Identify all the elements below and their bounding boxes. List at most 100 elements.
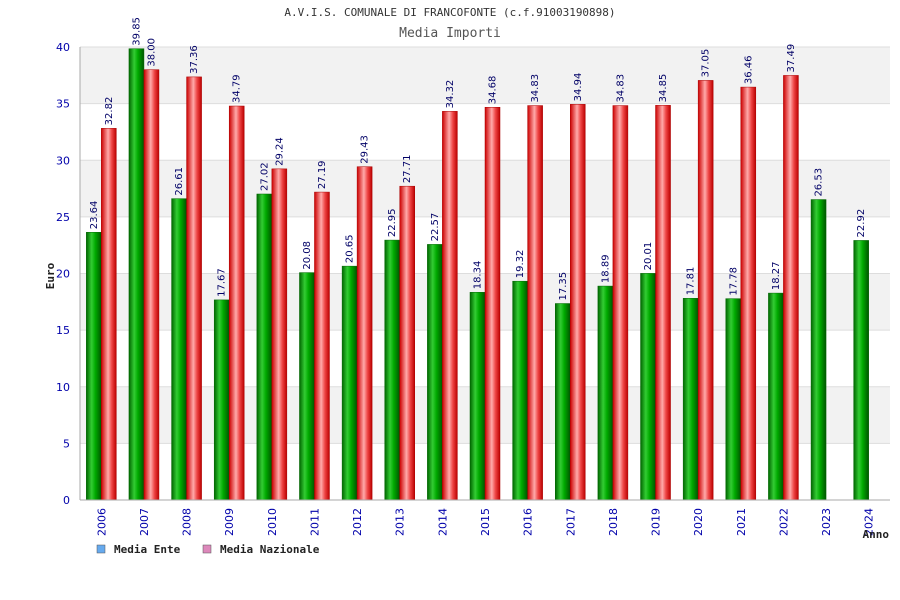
x-tick-label: 2008 <box>181 508 194 536</box>
bar-media-ente <box>427 244 443 501</box>
x-axis-ticks: 2006 2007 2008 2009 2010 2011 2012 2013 2014 2015… <box>95 508 875 536</box>
y-tick-label: 25 <box>56 211 70 224</box>
data-label-media-ente: 17.81 <box>686 267 697 296</box>
legend: Media Ente Media Nazionale <box>96 543 320 556</box>
data-label-media-ente: 22.57 <box>430 213 441 242</box>
bar-media-ente <box>512 280 528 501</box>
data-label-media-ente: 22.95 <box>387 208 398 237</box>
data-label-media-ente: 17.67 <box>217 268 228 297</box>
bar-media-ente <box>384 239 400 501</box>
y-tick-label: 35 <box>56 98 70 111</box>
bar-media-ente <box>171 198 187 501</box>
bar-media-ente <box>853 240 869 501</box>
x-tick-label: 2013 <box>394 508 407 536</box>
bar-media-nazionale <box>783 75 799 501</box>
data-label-media-ente: 20.65 <box>345 234 356 263</box>
bar-media-ente <box>555 303 571 501</box>
data-label-media-ente: 23.64 <box>89 201 100 230</box>
y-axis-ticks: 0 5 10 15 20 25 30 35 40 <box>56 41 70 507</box>
bar-media-nazionale <box>186 76 202 501</box>
x-tick-label: 2020 <box>692 508 705 536</box>
data-label-media-nazionale: 36.46 <box>743 55 754 84</box>
y-tick-label: 20 <box>56 268 70 281</box>
data-label-media-ente: 26.53 <box>814 168 825 197</box>
bar-media-ente <box>682 298 699 501</box>
x-tick-label: 2023 <box>820 508 833 536</box>
bar-media-ente <box>597 285 614 501</box>
data-label-media-nazionale: 37.36 <box>189 45 200 74</box>
data-label-media-nazionale: 34.83 <box>615 74 626 103</box>
chart-subtitle: Media Importi <box>399 26 501 41</box>
bar-media-nazionale <box>740 86 757 501</box>
bar-media-ente <box>299 272 315 501</box>
bar-media-ente <box>469 292 486 501</box>
x-tick-label: 2018 <box>607 508 620 536</box>
data-label-media-nazionale: 34.68 <box>488 76 499 105</box>
x-tick-label: 2022 <box>777 508 790 536</box>
bar-media-nazionale <box>228 105 245 501</box>
data-label-media-nazionale: 32.82 <box>104 97 115 126</box>
chart-title: A.V.I.S. COMUNALE DI FRANCOFONTE (c.f.91… <box>284 6 615 19</box>
data-label-media-ente: 22.92 <box>856 209 867 238</box>
bars: 23.64 32.82 39.85 38.00 26.61 37.36 17.67 34.79… <box>86 17 869 501</box>
data-label-media-ente: 27.02 <box>259 162 270 191</box>
bar-media-nazionale <box>314 191 330 501</box>
data-label-media-ente: 17.35 <box>558 272 569 301</box>
legend-swatch-media-nazionale <box>202 544 212 554</box>
bar-media-ente <box>640 273 656 501</box>
data-label-media-ente: 20.01 <box>643 242 654 271</box>
y-tick-label: 15 <box>56 324 70 337</box>
data-label-media-nazionale: 34.94 <box>573 73 584 102</box>
bar-media-nazionale <box>612 105 629 501</box>
data-label-media-ente: 18.27 <box>771 261 782 290</box>
x-tick-label: 2006 <box>95 508 108 536</box>
legend-swatch-media-ente <box>96 544 106 554</box>
data-label-media-nazionale: 37.05 <box>701 49 712 78</box>
x-tick-label: 2015 <box>479 508 492 536</box>
data-label-media-nazionale: 37.49 <box>786 44 797 73</box>
bar-media-nazionale <box>527 105 543 501</box>
y-tick-label: 40 <box>56 41 70 54</box>
x-tick-label: 2011 <box>308 508 321 536</box>
x-tick-label: 2021 <box>735 508 748 536</box>
data-label-media-nazionale: 34.32 <box>445 80 456 109</box>
bar-media-nazionale <box>484 106 501 501</box>
bar-media-ente <box>768 292 784 501</box>
x-tick-label: 2016 <box>522 508 535 536</box>
data-label-media-ente: 17.78 <box>728 267 739 296</box>
bar-media-nazionale <box>143 69 160 501</box>
data-label-media-ente: 26.61 <box>174 167 185 196</box>
data-label-media-ente: 39.85 <box>131 17 142 46</box>
x-axis-label: Anno <box>863 528 890 541</box>
bar-media-ente <box>86 232 102 501</box>
bar-media-ente <box>213 299 230 501</box>
x-tick-label: 2017 <box>564 508 577 536</box>
legend-label-media-ente: Media Ente <box>114 543 181 556</box>
data-label-media-ente: 18.34 <box>473 261 484 290</box>
legend-label-media-nazionale: Media Nazionale <box>220 543 320 556</box>
x-tick-label: 2010 <box>266 508 279 536</box>
x-tick-label: 2019 <box>650 508 663 536</box>
data-label-media-nazionale: 27.19 <box>317 160 328 189</box>
x-tick-label: 2024 <box>863 508 876 536</box>
data-label-media-nazionale: 29.24 <box>274 137 285 166</box>
data-label-media-nazionale: 27.71 <box>402 155 413 184</box>
bar-media-nazionale <box>442 111 458 501</box>
data-label-media-ente: 18.89 <box>600 254 611 283</box>
x-tick-label: 2014 <box>436 508 449 536</box>
bar-media-nazionale <box>356 166 373 501</box>
bar-media-nazionale <box>655 105 671 501</box>
data-label-media-nazionale: 34.79 <box>232 74 243 103</box>
y-axis-label: Euro <box>44 262 57 289</box>
y-tick-label: 0 <box>63 494 70 507</box>
data-label-media-nazionale: 34.83 <box>530 74 541 103</box>
bar-media-ente <box>341 265 358 501</box>
bar-media-nazionale <box>570 104 586 501</box>
bar-media-ente <box>725 298 742 501</box>
y-tick-label: 10 <box>56 381 70 394</box>
bar-media-ente <box>256 193 273 501</box>
data-label-media-ente: 20.08 <box>302 241 313 270</box>
y-tick-label: 30 <box>56 154 70 167</box>
bar-media-nazionale <box>697 80 714 501</box>
